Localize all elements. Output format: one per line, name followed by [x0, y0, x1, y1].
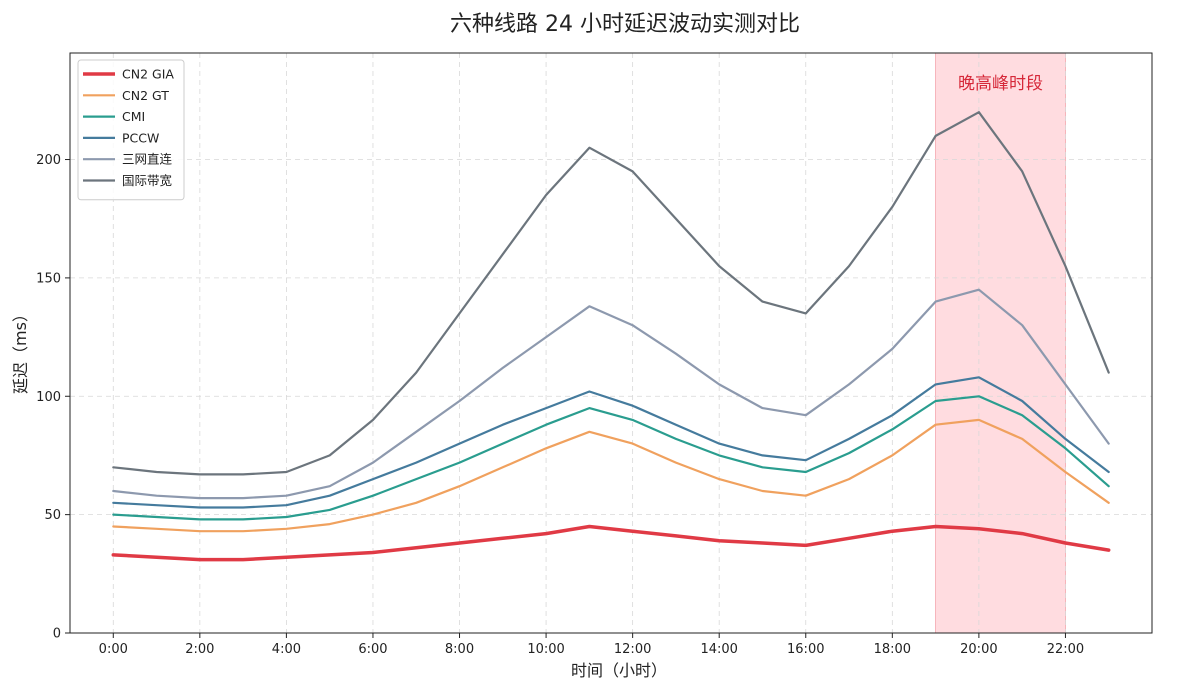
x-tick-label: 16:00 [787, 642, 824, 657]
legend-label-0: CN2 GIA [122, 67, 174, 82]
axes-layer: 0:00 2:00 4:00 6:00 8:00 10:00 12:00 14:00 16:00… [36, 52, 1153, 657]
legend-label-4: 三网直连 [122, 152, 173, 167]
peak-hours-label: 晚高峰时段 [958, 74, 1043, 94]
legend-label-2: CMI [122, 109, 145, 124]
x-tick-label: 20:00 [960, 642, 997, 657]
y-tick-label: 100 [36, 390, 61, 405]
series-line-2 [112, 395, 1110, 521]
plot-frame [69, 52, 1153, 634]
x-tick-label: 2:00 [185, 642, 214, 657]
x-tick-label: 18:00 [874, 642, 911, 657]
x-tick-label: 10:00 [527, 642, 564, 657]
legend-label-1: CN2 GT [122, 88, 169, 103]
x-axis-title: 时间（小时） [571, 661, 667, 680]
x-tick-label: 4:00 [272, 642, 301, 657]
y-axis-title: 延迟（ms） [11, 306, 30, 394]
x-tick-label: 0:00 [99, 642, 128, 657]
series-line-3 [112, 376, 1110, 509]
y-tick-label: 150 [36, 271, 61, 286]
peak-hours-span [935, 52, 1066, 634]
y-tick-label: 50 [44, 508, 61, 523]
x-tick-label: 6:00 [358, 642, 387, 657]
y-tick-label: 0 [53, 627, 61, 642]
series-line-1 [112, 418, 1110, 533]
x-tick-label: 8:00 [445, 642, 474, 657]
x-tick-label: 12:00 [614, 642, 651, 657]
legend-label-5: 国际带宽 [122, 173, 172, 188]
legend-label-3: PCCW [122, 130, 159, 145]
x-tick-label: 14:00 [700, 642, 737, 657]
x-tick-label: 22:00 [1047, 642, 1084, 657]
chart-title: 六种线路 24 小时延迟波动实测对比 [450, 12, 800, 37]
series-line-5 [112, 111, 1110, 476]
series-line-0 [111, 524, 1111, 562]
series-line-4 [112, 288, 1110, 500]
annotation-layer: 晚高峰时段 [935, 52, 1066, 634]
y-tick-label: 200 [36, 153, 61, 168]
series-layer [111, 111, 1111, 562]
